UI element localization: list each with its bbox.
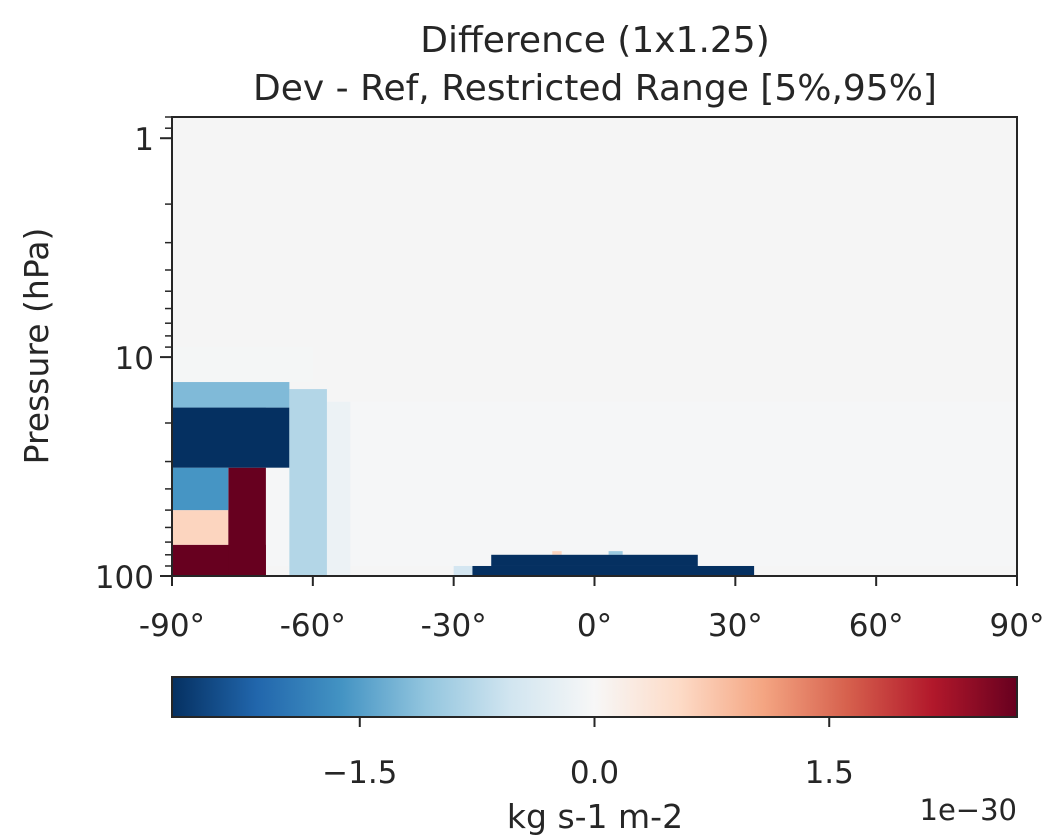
x-tick-label: 0° xyxy=(577,608,612,644)
colorbar-tick-label: 0.0 xyxy=(570,755,619,791)
y-tick-label: 10 xyxy=(115,341,154,377)
heatmap-region xyxy=(453,565,473,576)
heatmap-region xyxy=(472,565,755,576)
colorbar-label: kg s-1 m-2 xyxy=(507,797,683,836)
x-axis: -90° -60° -30° 0° 30° 60° 90° xyxy=(139,576,1045,644)
y-axis: 1 10 100 xyxy=(95,116,172,596)
x-tick-label: -90° xyxy=(139,608,205,644)
heatmap-region xyxy=(172,510,229,545)
colorbar-tick-label: −1.5 xyxy=(322,755,397,791)
heatmap-region xyxy=(172,407,290,468)
chart-title: Difference (1x1.25) xyxy=(420,20,770,61)
x-tick-label: 60° xyxy=(849,608,904,644)
chart-subtitle: Dev - Ref, Restricted Range [5%,95%] xyxy=(253,68,937,109)
heatmap-region xyxy=(228,467,266,576)
colorbar-tick-label: 1.5 xyxy=(805,755,854,791)
y-tick-label: 100 xyxy=(95,560,154,596)
y-axis-label: Pressure (hPa) xyxy=(17,228,56,465)
heatmap-region xyxy=(552,551,562,555)
heatmap-region xyxy=(491,554,698,566)
heatmap-cells xyxy=(172,347,1017,576)
x-tick-label: -60° xyxy=(280,608,346,644)
colorbar-offset-label: 1e−30 xyxy=(920,793,1018,827)
y-tick-label: 1 xyxy=(134,122,154,158)
x-tick-label: 30° xyxy=(708,608,763,644)
heatmap-region xyxy=(172,382,290,408)
colorbar xyxy=(171,676,1018,718)
x-tick-label: 90° xyxy=(990,608,1045,644)
heatmap-region xyxy=(172,467,229,511)
heatmap-region xyxy=(172,347,313,383)
x-tick-label: -30° xyxy=(421,608,487,644)
heatmap-region xyxy=(608,551,623,555)
heatmap-region xyxy=(289,389,327,576)
colorbar-axis: −1.5 0.0 1.5 xyxy=(322,717,854,791)
heatmap-region xyxy=(326,401,351,576)
